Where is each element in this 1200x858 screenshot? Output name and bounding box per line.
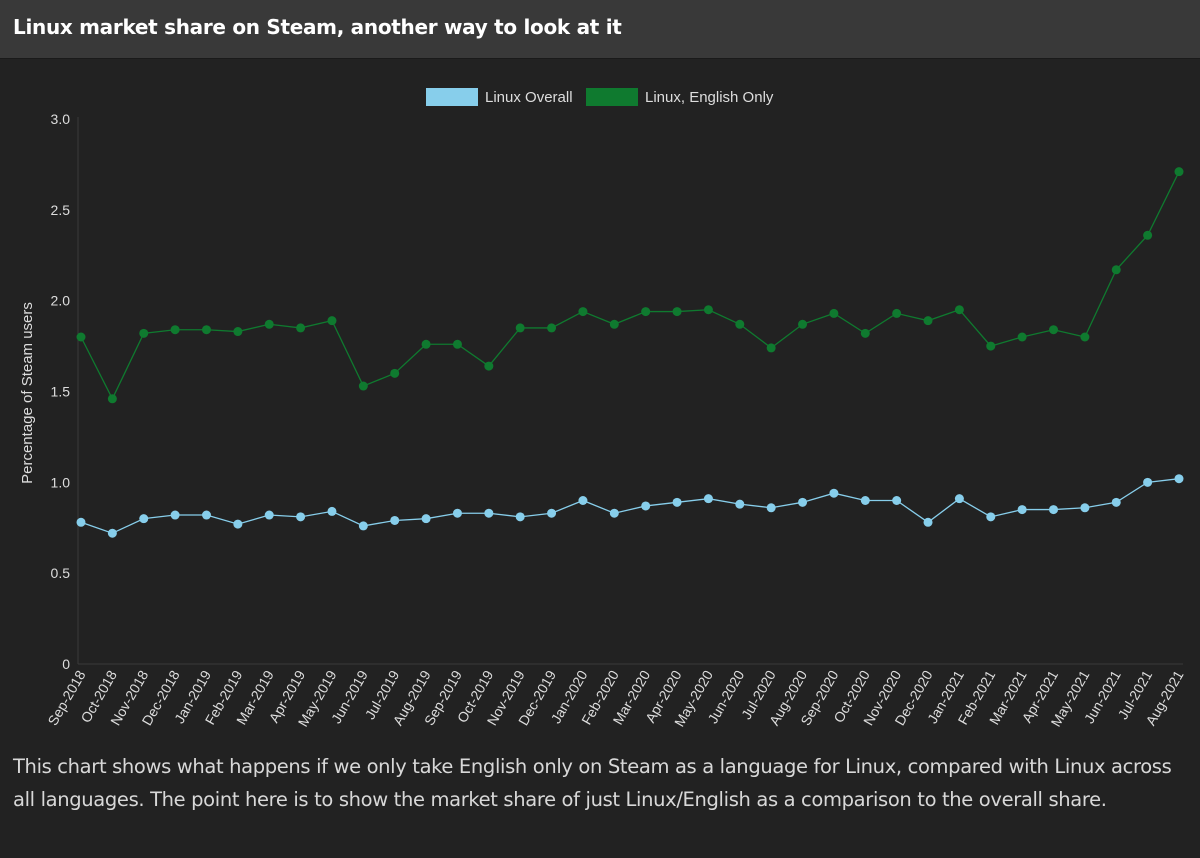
data-point <box>1049 505 1059 515</box>
data-point <box>735 319 745 329</box>
y-tick-label: 2.5 <box>51 202 71 218</box>
data-point <box>798 319 808 329</box>
legend-swatch <box>426 88 478 106</box>
legend-swatch <box>586 88 638 106</box>
page-title: Linux market share on Steam, another way… <box>13 15 622 39</box>
data-point <box>766 343 776 353</box>
data-point <box>1017 505 1027 515</box>
data-point <box>358 381 368 391</box>
data-point <box>923 517 933 527</box>
legend-item: Linux Overall <box>426 88 573 106</box>
data-point <box>703 494 713 504</box>
data-point <box>201 325 211 335</box>
chart-series <box>76 167 1184 538</box>
data-point <box>829 488 839 498</box>
legend-item: Linux, English Only <box>586 88 774 106</box>
data-point <box>421 339 431 349</box>
data-point <box>860 328 870 338</box>
data-point <box>892 496 902 505</box>
data-point <box>954 305 964 315</box>
data-point <box>1017 332 1027 342</box>
series-line <box>80 171 1180 401</box>
data-point <box>515 323 525 333</box>
data-point <box>1080 503 1090 513</box>
data-point <box>1111 265 1121 275</box>
data-point <box>390 368 400 378</box>
data-point <box>1111 497 1121 507</box>
data-point <box>170 510 180 520</box>
y-tick-label: 2.0 <box>51 293 71 309</box>
data-point <box>233 327 243 337</box>
data-point <box>547 323 557 333</box>
data-point <box>609 319 619 329</box>
legend-label: Linux, English Only <box>645 89 774 106</box>
chart-caption: This chart shows what happens if we only… <box>13 755 1172 811</box>
data-point <box>264 510 274 520</box>
y-tick-label: 3.0 <box>51 111 71 127</box>
series-linux-english-only <box>76 167 1184 404</box>
data-point <box>327 316 337 326</box>
data-point <box>1174 167 1184 177</box>
data-point <box>484 361 494 371</box>
data-point <box>641 307 651 317</box>
y-axis-label: Percentage of Steam users <box>19 302 36 484</box>
data-point <box>672 497 682 507</box>
data-point <box>201 510 211 520</box>
legend-label: Linux Overall <box>485 89 573 106</box>
data-point <box>296 323 306 333</box>
data-point <box>954 494 964 504</box>
line-chart: Linux Overall Linux, English Only 0 0.5 1.0… <box>19 88 1187 729</box>
data-point <box>578 496 588 505</box>
data-point <box>139 514 149 524</box>
data-point <box>107 528 117 538</box>
data-point <box>390 515 400 525</box>
data-point <box>641 501 651 511</box>
data-point <box>672 307 682 317</box>
y-tick-label: 1.5 <box>51 384 71 400</box>
data-point <box>452 508 462 518</box>
y-tick-label: 1.0 <box>51 474 71 490</box>
data-point <box>923 316 933 326</box>
data-point <box>296 512 306 522</box>
y-tick-label: 0 <box>62 656 70 672</box>
data-point <box>421 514 431 524</box>
data-point <box>578 307 588 317</box>
data-point <box>233 519 243 529</box>
data-point <box>986 341 996 351</box>
data-point <box>76 517 86 527</box>
data-point <box>829 308 839 318</box>
data-point <box>76 332 86 342</box>
chart-axes: 00.51.01.52.02.53.0Sep-2018Oct-2018Nov-2… <box>44 111 1186 729</box>
chart-legend: Linux Overall Linux, English Only <box>426 88 774 106</box>
data-point <box>547 508 557 518</box>
y-tick-label: 0.5 <box>51 565 71 581</box>
data-point <box>1174 474 1184 484</box>
data-point <box>264 319 274 329</box>
page-header: Linux market share on Steam, another way… <box>0 0 1200 59</box>
data-point <box>515 512 525 522</box>
data-point <box>798 497 808 507</box>
data-point <box>1143 477 1153 487</box>
data-point <box>1049 325 1059 335</box>
data-point <box>452 339 462 349</box>
data-point <box>107 394 117 404</box>
data-point <box>986 512 996 522</box>
data-point <box>860 496 870 505</box>
data-point <box>1143 230 1153 240</box>
series-linux-overall <box>76 474 1184 538</box>
data-point <box>766 503 776 513</box>
data-point <box>327 506 337 516</box>
series-line <box>80 478 1180 534</box>
data-point <box>1080 332 1090 342</box>
data-point <box>170 325 180 335</box>
data-point <box>735 499 745 509</box>
data-point <box>609 508 619 518</box>
data-point <box>358 521 368 531</box>
data-point <box>703 305 713 315</box>
data-point <box>139 328 149 338</box>
data-point <box>892 308 902 318</box>
data-point <box>484 508 494 518</box>
